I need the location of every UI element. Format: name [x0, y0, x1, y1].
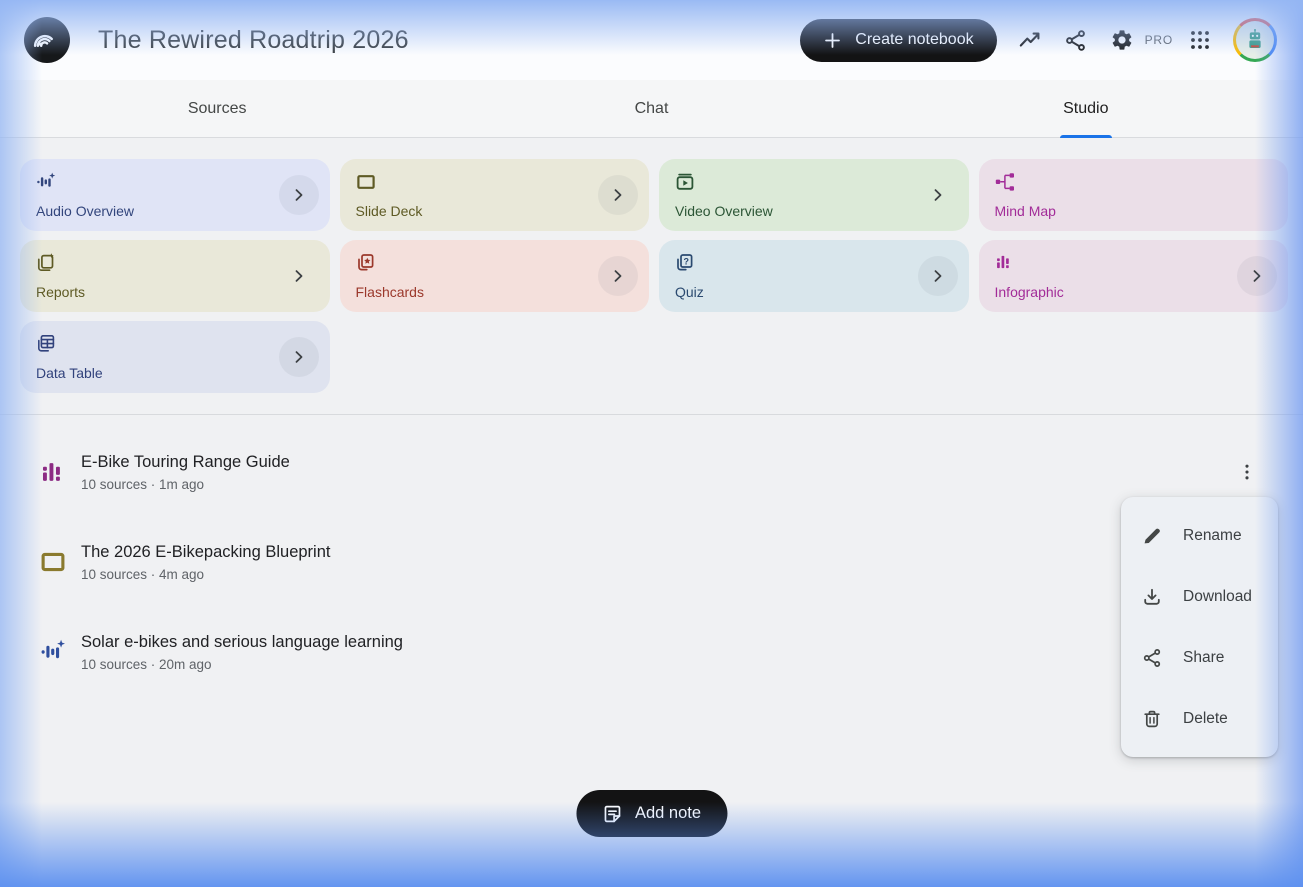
chevron-right-button[interactable]: [279, 256, 319, 296]
chevron-right-button[interactable]: [278, 175, 319, 215]
studio-tool-quiz[interactable]: ? Quiz: [659, 240, 969, 312]
share-icon: [1142, 648, 1162, 668]
menu-item-download[interactable]: Download: [1121, 566, 1278, 627]
chevron-right-button[interactable]: [918, 175, 958, 215]
quiz-cards-icon: ?: [675, 253, 953, 273]
artifact-meta: 10 sources · 4m ago: [81, 566, 205, 582]
studio-tool-flashcards[interactable]: Flashcards: [339, 240, 649, 312]
node-graph-icon: [995, 172, 1273, 192]
apps-grid-icon[interactable]: [1177, 17, 1223, 63]
list-item-infographic[interactable]: E-Bike Touring Range Guide 10 sources · …: [0, 427, 1303, 517]
artifact-meta: 10 sources · 1m ago: [81, 476, 205, 492]
analytics-trending-up-icon[interactable]: [1007, 17, 1053, 63]
artifact-meta: 10 sources · 20m ago: [81, 656, 212, 672]
studio-tool-audio-overview[interactable]: Audio Overview: [20, 159, 330, 231]
tab-chat[interactable]: Chat: [634, 99, 669, 117]
studio-tool-mind-map[interactable]: Mind Map: [978, 159, 1288, 231]
video-play-icon: [675, 172, 953, 192]
notebooklm-logo-icon[interactable]: [24, 17, 70, 63]
studio-tool-data-table[interactable]: Data Table: [20, 321, 330, 393]
slide-frame-icon: [356, 172, 634, 192]
note-icon: [602, 804, 622, 824]
chevron-right-button[interactable]: [1237, 256, 1277, 296]
tab-sources[interactable]: Sources: [187, 99, 247, 117]
header-actions: Create notebook PRO: [800, 17, 1277, 63]
audio-waveform-icon: [38, 639, 68, 665]
studio-tools-grid: Audio Overview Slide Deck: [0, 138, 1303, 414]
menu-item-share[interactable]: Share: [1121, 627, 1278, 688]
artifact-title: Solar e-bikes and serious language learn…: [81, 632, 403, 651]
studio-tool-infographic[interactable]: Infographic: [978, 240, 1288, 312]
pencil-icon: [1142, 526, 1162, 546]
avatar-robot-image: [1236, 21, 1274, 59]
bar-chart-icon: [995, 253, 1273, 271]
bar-chart-icon: [38, 459, 68, 485]
chevron-right-button[interactable]: [598, 256, 638, 296]
more-options-button[interactable]: [1231, 456, 1263, 488]
tab-studio[interactable]: Studio: [869, 80, 1303, 138]
add-note-button[interactable]: Add note: [575, 790, 728, 837]
list-item-slide-deck[interactable]: The 2026 E-Bikepacking Blueprint 10 sour…: [0, 517, 1303, 607]
download-icon: [1142, 587, 1162, 607]
panel-tabs: Sources Chat Studio: [0, 80, 1303, 138]
context-menu: Rename Download Share: [1121, 497, 1278, 757]
pro-badge: PRO: [1144, 33, 1173, 47]
plus-icon: [823, 31, 842, 50]
list-item-audio-overview[interactable]: Solar e-bikes and serious language learn…: [0, 607, 1303, 697]
chevron-right-button[interactable]: [598, 175, 638, 215]
chevron-right-button[interactable]: [917, 256, 958, 296]
studio-tool-reports[interactable]: Reports: [20, 240, 330, 312]
studio-tool-video-overview[interactable]: Video Overview: [659, 159, 969, 231]
svg-text:?: ?: [684, 256, 690, 266]
avatar[interactable]: [1233, 18, 1277, 62]
trash-icon: [1142, 709, 1162, 729]
artifact-list: E-Bike Touring Range Guide 10 sources · …: [0, 415, 1303, 697]
chevron-right-button[interactable]: [278, 337, 319, 377]
slide-frame-icon: [38, 549, 68, 575]
artifact-title: E-Bike Touring Range Guide: [81, 452, 290, 471]
create-notebook-button[interactable]: Create notebook: [800, 18, 997, 62]
active-tab-underline: [1059, 135, 1112, 138]
table-icon: [36, 334, 314, 354]
flashcards-icon: [356, 253, 634, 273]
studio-tool-slide-deck[interactable]: Slide Deck: [339, 159, 649, 231]
menu-item-rename[interactable]: Rename: [1121, 505, 1278, 566]
notebook-title[interactable]: The Rewired Roadtrip 2026: [98, 25, 409, 54]
app-header: The Rewired Roadtrip 2026 Create noteboo…: [0, 0, 1303, 80]
report-doc-icon: [36, 253, 314, 273]
share-icon[interactable]: [1053, 17, 1099, 63]
menu-item-delete[interactable]: Delete: [1121, 688, 1278, 749]
audio-waveform-icon: [36, 172, 314, 192]
settings-gear-icon[interactable]: [1099, 17, 1145, 63]
artifact-title: The 2026 E-Bikepacking Blueprint: [81, 542, 331, 561]
